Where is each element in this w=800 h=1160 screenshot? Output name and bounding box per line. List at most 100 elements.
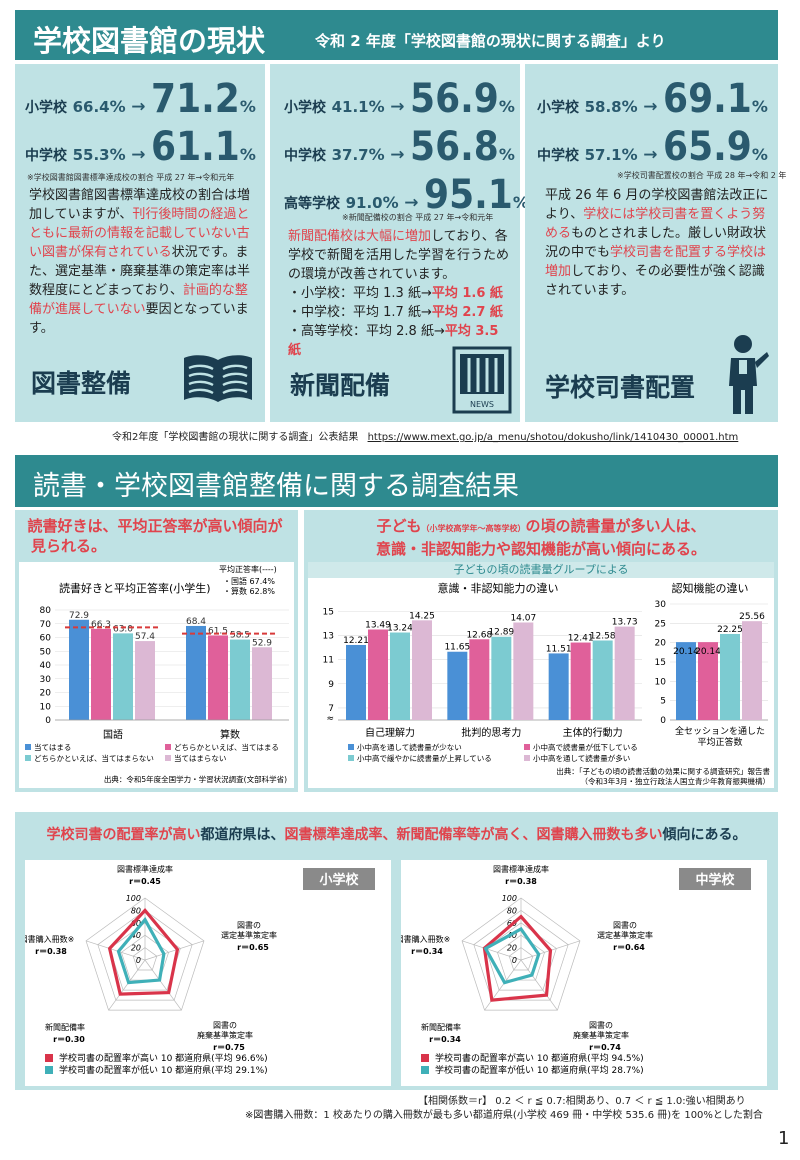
source-url-link[interactable]: https://www.mext.go.jp/a_menu/shotou/dok…: [367, 432, 739, 443]
chart3-bar-label: 20.14: [695, 647, 721, 657]
placement-heading: 学校司書の配置率が高い都道府県は、図書標準達成率、新聞配備率等が高く、図書購入冊…: [15, 824, 778, 844]
radar-axis-label: 図書の: [237, 920, 261, 930]
radar-axis-label: 図書の: [589, 1020, 613, 1030]
stat-arrow: →: [131, 145, 146, 165]
chart2-category: 主体的行動力: [563, 726, 623, 739]
radar-legend-label: 学校司書の配置率が高い 10 都道府県(平均 96.6%): [59, 1052, 268, 1064]
radar-axis-r: r＝0.34: [429, 1035, 461, 1044]
chart2-bar-label: 12.58: [590, 631, 616, 641]
stat-percent: %: [498, 97, 515, 116]
radar-axis-r: r＝0.75: [213, 1043, 245, 1052]
header-banner: 学校図書館の現状 令和 2 年度「学校図書館の現状に関する調査」より: [15, 10, 778, 60]
radar-axis-r: r＝0.38: [505, 877, 537, 886]
body-text-span: 学校には学校司書を置くよう努める: [545, 207, 766, 241]
chart1-bar: [69, 619, 89, 720]
correlation-note: 【相関係数＝r】 0.2 ＜ r ≦ 0.7:相関あり、0.7 ＜ r ≦ 1.…: [418, 1096, 746, 1107]
radar-axis-label: 選定基準策定率: [597, 930, 653, 940]
chart2-legend-label: 小中高で読書量が低下している: [533, 742, 638, 752]
chart3-bar: [742, 621, 762, 720]
chart2-bar: [513, 622, 534, 720]
chart3-bar: [698, 642, 718, 720]
stat-old-value: 37.7: [331, 146, 369, 164]
chart2-legend-swatch: [348, 755, 354, 761]
body-text-span: しており、各学校で新聞を活用した学習を行うための環境が改善されています。: [288, 229, 510, 282]
chart1-title: 読書好きと平均正答率(小学生): [59, 581, 211, 595]
radar-tick: 40: [131, 931, 141, 940]
chart3-title: 認知機能の違い: [672, 581, 749, 595]
survey-title: 読書・学校図書館整備に関する調査結果: [33, 471, 519, 502]
radar-tick: 0: [512, 956, 517, 965]
chart1-ytick: 20: [40, 689, 52, 699]
chart1-bar-label: 63.0: [113, 624, 133, 634]
chart2-bar-label: 12.68: [466, 630, 492, 640]
heading-red-c: 図書標準達成率、新聞配備率等が高く、図書購入冊数も多い: [284, 827, 663, 843]
newspaper-list-item: ・中学校：平均 1.7 紙→平均 2.7 紙: [288, 303, 512, 322]
childhood-chart-box: 子どもの頃の読書量グループによる 意識・非認知能力の違い 認知機能の違い 7 9 11 1…: [308, 562, 774, 788]
chart2-axis-break: ≈: [326, 714, 334, 724]
heading-part-a: 子ども: [376, 517, 422, 535]
chart1-legend-swatch: [165, 755, 171, 761]
body-text-span: 刊行後時間の経過とともに最新の情報を記載していない古い図書が保有されている: [29, 207, 250, 260]
radar-legend-label: 学校司書の配置率が低い 10 都道府県(平均 29.1%): [59, 1064, 268, 1076]
stat-new-value: 71.2: [151, 76, 240, 122]
list-post: 平均 1.6 紙: [431, 286, 503, 301]
radar-axis-label: 図書標準達成率: [493, 864, 549, 874]
stat-old-value: 41.1: [331, 98, 369, 116]
stat-arrow: →: [643, 97, 658, 117]
chart2-bar: [368, 629, 388, 720]
body-text-span: 計画的な整備が進展していない: [29, 283, 248, 317]
chart1-legend-label: どちらかといえば、当てはまらない: [34, 753, 154, 763]
chart2-bar: [390, 632, 410, 720]
radar-axis-r: r＝0.45: [129, 877, 161, 886]
radar-title-box: [679, 868, 751, 890]
radar-elementary-chart: 小学校020406080100図書標準達成率r＝0.45図書の選定基準策定率r＝…: [20, 864, 375, 1076]
radar-tick: 20: [131, 944, 141, 953]
page-title: 学校図書館の現状: [33, 24, 266, 58]
stat-new-value: 65.9: [663, 124, 752, 170]
stat-percent: %: [751, 97, 768, 116]
stat-percent: %: [239, 97, 256, 116]
chart3-ytick: 30: [655, 600, 667, 610]
radar-elementary-box: 小学校 0 20 40 60 80 100 図書標準達成率 r＝0.45 図書の 選定基準策定率 r＝…: [20, 860, 391, 1086]
panel1-body: 学校図書館図書標準達成校の割合は増加していますが、刊行後時間の経過とともに最新の…: [29, 186, 257, 338]
radar-grid: [497, 934, 545, 981]
chart2-bar: [346, 644, 366, 720]
panel2-body: 新聞配備校は大幅に増加しており、各学校で新聞を活用した学習を行うための環境が改善…: [288, 227, 512, 360]
reading-preference-chart: 読書好きと平均正答率(小学生) 平均正答率(----) ・国語 67.4%・算数 6…: [25, 564, 289, 784]
radar-tick: 100: [126, 894, 141, 903]
chart2-ytick: 13: [323, 631, 334, 641]
stat-old-value: 91.0: [345, 194, 383, 212]
chart2-title: 意識・非認知能力の違い: [438, 581, 559, 595]
chart3-ytick: 0: [660, 716, 666, 726]
body-text-span: 要因となっています。: [29, 302, 249, 336]
chart2-legend-label: 小中高で緩やかに読書量が上昇している: [357, 753, 492, 763]
radar-series-line: [482, 914, 553, 1002]
source-text: 令和2年度「学校図書館の現状に関する調査」公表結果: [112, 432, 359, 443]
chart3-ytick: 5: [660, 697, 666, 707]
chart2-bar-label: 11.65: [444, 643, 470, 653]
chart2-bar: [548, 653, 569, 720]
panel1-stat-row: 小学校 66.4% → 71.2%: [25, 76, 256, 122]
radar-tick: 100: [502, 894, 517, 903]
radar-grid: [473, 909, 569, 1001]
chart3-category: 平均正答数: [697, 736, 742, 748]
chart2-ytick: 15: [323, 607, 334, 617]
chart1-bar-label: 61.5: [208, 626, 228, 636]
chart2-bar-label: 11.51: [546, 644, 572, 654]
chart2-category: 自己理解力: [365, 726, 415, 739]
stat-percent: %: [109, 97, 126, 116]
newspaper-list-item: ・小学校：平均 1.3 紙→平均 1.6 紙: [288, 284, 512, 303]
radar-grid: [97, 909, 193, 1001]
chart2-bar-label: 13.73: [612, 618, 638, 628]
chart3-bar: [676, 642, 696, 720]
chart2-bar-label: 14.25: [409, 611, 435, 621]
stat-old-value: 57.1: [584, 146, 622, 164]
radar-title-box: [303, 868, 375, 890]
chart1-avg-item: ・国語 67.4%: [223, 576, 275, 586]
chart1-ytick: 40: [40, 661, 52, 671]
chart2-legend-swatch: [348, 744, 354, 750]
chart1-bar-label: 58.5: [230, 631, 250, 641]
radar-axis-r: r＝0.65: [237, 943, 269, 952]
chart2-category: 批判的思考力: [461, 726, 521, 739]
survey-banner: 読書・学校図書館整備に関する調査結果: [15, 455, 778, 507]
